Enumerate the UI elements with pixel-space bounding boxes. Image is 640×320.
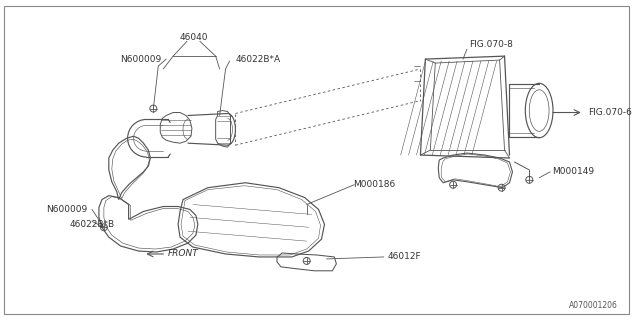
- Text: FIG.070-6: FIG.070-6: [588, 108, 632, 117]
- Text: 46022B*A: 46022B*A: [236, 55, 280, 64]
- Text: M000186: M000186: [353, 180, 396, 189]
- Text: M000149: M000149: [552, 167, 594, 176]
- Text: FIG.070-8: FIG.070-8: [469, 40, 513, 49]
- Text: 46022B*B: 46022B*B: [69, 220, 115, 229]
- Text: A070001206: A070001206: [570, 301, 618, 310]
- Text: FRONT: FRONT: [168, 250, 199, 259]
- Text: N600009: N600009: [46, 205, 87, 214]
- Text: 46012F: 46012F: [388, 252, 421, 261]
- Text: N600009: N600009: [120, 55, 161, 64]
- Text: 46040: 46040: [180, 33, 208, 42]
